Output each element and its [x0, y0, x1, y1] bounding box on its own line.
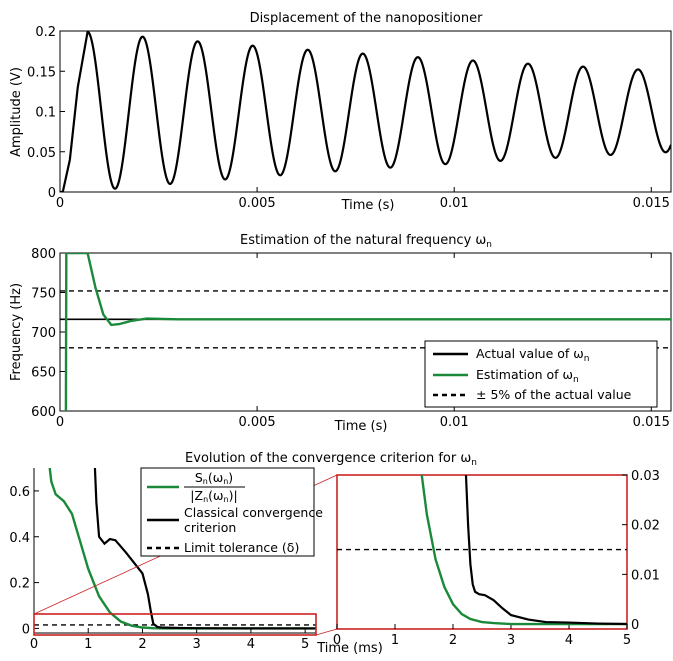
- panel1-ytick-label: 0.05: [27, 146, 56, 161]
- panel1-xlabel: Time (s): [341, 198, 395, 213]
- panel1-ytick-label: 0.15: [27, 65, 56, 80]
- p3b-black-line: [464, 475, 627, 626]
- panel3a-xticks: 0 1 2 3 4 5: [30, 628, 309, 652]
- panel1-ytick-label: 0.1: [35, 106, 56, 121]
- panel3b-xtick-label: 2: [449, 633, 457, 648]
- displacement-line: [60, 31, 671, 192]
- panel3a-xtick-label: 4: [247, 637, 255, 652]
- panel2-xticks: 0 0.005 0.01 0.015: [56, 253, 670, 430]
- panel1-yticks: 0 0.05 0.1 0.15 0.2: [27, 25, 65, 201]
- legend-limit-label: Limit tolerance (δ): [184, 540, 299, 555]
- panel3-title-sub: n: [471, 458, 477, 468]
- legend-classical-label-1: Classical convergence: [184, 505, 323, 520]
- panel-convergence: Evolution of the convergence criterion f…: [9, 451, 660, 656]
- estimation-line: [64, 253, 671, 411]
- panel2-legend: Actual value of ωn Estimation of ωn ± 5%…: [424, 340, 658, 408]
- panel2-ytick-label: 700: [31, 326, 56, 341]
- panel3-title-main: Evolution of the convergence criterion f…: [185, 451, 471, 466]
- panel3b-yticks: 0 0.01 0.02 0.03: [622, 469, 660, 633]
- legend-estimation-label: Estimation of ωn: [476, 367, 579, 385]
- panel3a-legend: Sn(ωn) |Zn(ωn)| Classical convergence cr…: [140, 467, 323, 557]
- panel3b-ytick-label: 0.03: [631, 469, 660, 484]
- panel3b-ytick-label: 0.02: [631, 519, 660, 534]
- zoom-region-box: [33, 613, 317, 636]
- panel2-title-sub: n: [486, 240, 492, 250]
- panel2-ytick-label: 600: [31, 405, 56, 420]
- panel1-ytick-label: 0: [48, 186, 56, 201]
- panel1-xticks: 0 0.005 0.01 0.015: [56, 187, 670, 211]
- panel3b-ytick-label: 0: [631, 618, 639, 633]
- panel2-title-main: Estimation of the natural frequency ω: [240, 233, 486, 248]
- panel1-xtick-label: 0: [56, 196, 64, 211]
- panel3b-xtick-label: 1: [391, 633, 399, 648]
- legend-ratio-den: |Zn(ωn)|: [190, 488, 237, 504]
- panel3a-xtick-label: 3: [193, 637, 201, 652]
- panel2-xlabel: Time (s): [334, 419, 388, 434]
- panel1-xtick-label: 0.005: [238, 196, 275, 211]
- panel3b-xtick-label: 4: [565, 633, 573, 648]
- panel3a-ytick-label: 0.2: [9, 577, 30, 592]
- panel1-title: Displacement of the nanopositioner: [250, 11, 484, 26]
- legend-tolerance-label: ± 5% of the actual value: [476, 387, 632, 402]
- p3b-green-line: [420, 475, 627, 626]
- panel3b-ytick-label: 0.01: [631, 568, 660, 583]
- panel1-ylabel: Amplitude (V): [9, 67, 24, 157]
- panel2-xtick-label: 0.015: [633, 415, 670, 430]
- panel3a-xtick-label: 0: [30, 637, 38, 652]
- legend-classical-label-2: criterion: [184, 520, 236, 535]
- panel2-ytick-label: 650: [31, 366, 56, 381]
- panel-displacement: Displacement of the nanopositioner 0 0.05…: [9, 11, 672, 213]
- legend-actual-label: Actual value of ωn: [476, 346, 589, 364]
- panel3b-xtick-label: 0: [333, 633, 341, 648]
- panel2-lines: [60, 253, 671, 411]
- panel3-title: Evolution of the convergence criterion f…: [185, 451, 477, 468]
- panel1-xtick-label: 0.01: [440, 196, 469, 211]
- panel2-ytick-label: 750: [31, 287, 56, 302]
- panel3b-xlabel: Time (ms): [316, 641, 383, 656]
- panel3b-lines: [337, 475, 627, 626]
- panel2-xtick-label: 0: [56, 415, 64, 430]
- panel2-xtick-label: 0.01: [440, 415, 469, 430]
- panel3a-xtick-label: 1: [84, 637, 92, 652]
- p3a-black-line: [93, 468, 316, 630]
- panel2-ylabel: Frequency (Hz): [9, 283, 24, 381]
- panel2-title: Estimation of the natural frequency ωn: [240, 233, 492, 250]
- panel3a-ytick-label: 0: [22, 622, 30, 637]
- panel2-ytick-label: 800: [31, 247, 56, 262]
- panel3a-ytick-label: 0.6: [9, 485, 30, 500]
- panel3b-xtick-label: 3: [507, 633, 515, 648]
- panel1-xtick-label: 0.015: [633, 196, 670, 211]
- zoom-connector-bottom: [315, 628, 338, 636]
- panel2-yticks: 600 650 700 750 800: [31, 247, 65, 420]
- panel3a-yticks: 0 0.2 0.4 0.6: [9, 485, 39, 637]
- panel3a-lines: [34, 468, 316, 630]
- panel3b-frame: [336, 474, 628, 630]
- panel3a-legend-box: [140, 467, 315, 557]
- panel3a-ytick-label: 0.4: [9, 531, 30, 546]
- panel3b-xtick-label: 5: [623, 633, 631, 648]
- p3a-green-line: [48, 468, 316, 630]
- panel3a-xtick-label: 5: [301, 637, 309, 652]
- panel-frequency: Estimation of the natural frequency ωn 6…: [9, 233, 672, 434]
- panel1-ytick-label: 0.2: [35, 25, 56, 40]
- panel2-xtick-label: 0.005: [238, 415, 275, 430]
- legend-ratio-num: Sn(ωn): [195, 470, 233, 486]
- panel3a-xtick-label: 2: [138, 637, 146, 652]
